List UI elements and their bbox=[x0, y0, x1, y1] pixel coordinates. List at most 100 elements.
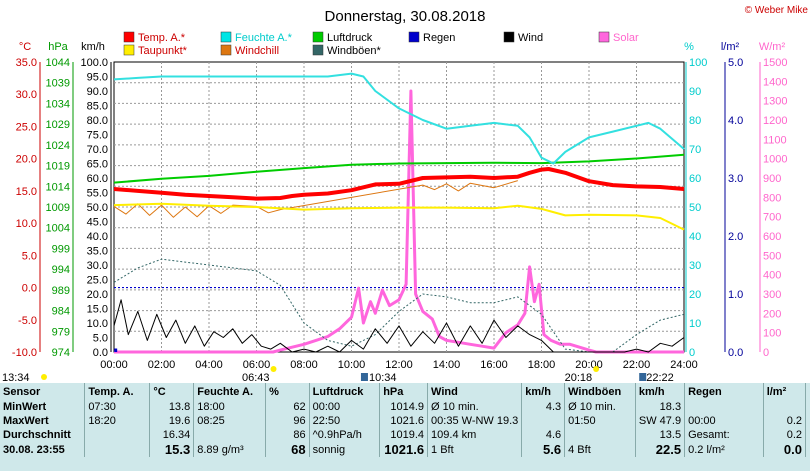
stats-cell bbox=[193, 428, 267, 442]
stats-cell bbox=[521, 414, 566, 428]
series-line bbox=[113, 202, 685, 231]
legend-swatch bbox=[503, 31, 515, 43]
legend-swatch bbox=[123, 44, 135, 56]
y-tick-wind: 25.0 bbox=[87, 275, 108, 287]
stats-cell: ^0.9hPa/h bbox=[309, 428, 381, 442]
y-tick-temp: -10.0 bbox=[12, 347, 37, 359]
stats-header-cell: l/m² bbox=[763, 383, 807, 400]
y-tick-solar: 100 bbox=[763, 328, 781, 340]
stats-body: MinWert 07:30 13.8 18:00 62 00:00 1014.9 Ø 10 m… bbox=[0, 400, 807, 457]
legend-swatch bbox=[220, 44, 232, 56]
y-tick-solar: 0 bbox=[763, 347, 769, 359]
x-tick-label: 24:00 bbox=[670, 359, 698, 371]
pressure-unit-label: hPa bbox=[48, 41, 68, 53]
stats-cell: 07:30 bbox=[84, 400, 151, 414]
stats-cell bbox=[684, 400, 764, 414]
solar-unit-label: W/m² bbox=[759, 41, 786, 53]
copyright-label: © Weber Mike bbox=[745, 5, 809, 16]
stats-cell: 15.3 bbox=[149, 442, 195, 457]
chart-legend: Temp. A.* Feuchte A.* Luftdruck Regen Wind So… bbox=[123, 31, 639, 57]
y-tick-solar: 300 bbox=[763, 289, 781, 301]
y-tick-humidity: 70 bbox=[689, 144, 701, 156]
stats-cell: 1019.4 bbox=[379, 428, 429, 442]
y-tick-wind: 70.0 bbox=[87, 144, 108, 156]
x-tick-label: 00:00 bbox=[100, 359, 128, 371]
stats-cell: Gesamt: bbox=[684, 428, 764, 442]
stats-cell: 13.5 bbox=[635, 428, 686, 442]
y-tick-solar: 200 bbox=[763, 308, 781, 320]
legend-swatch bbox=[123, 31, 135, 43]
stats-cell: 1 Bft bbox=[427, 442, 523, 457]
legend-swatch bbox=[408, 31, 420, 43]
stats-cell: 13.8 bbox=[149, 400, 195, 414]
y-tick-humidity: 40 bbox=[689, 231, 701, 243]
y-tick-humidity: 0 bbox=[689, 347, 695, 359]
x-tick-label: 08:00 bbox=[290, 359, 318, 371]
y-tick-humidity: 30 bbox=[689, 260, 701, 272]
y-tick-solar: 900 bbox=[763, 173, 781, 185]
stats-table: Sensor Temp. A. °C Feuchte A.% Luftdruck hPa W… bbox=[0, 383, 807, 457]
sunset-icon bbox=[593, 366, 600, 372]
stats-header-cell: Temp. A. bbox=[84, 383, 151, 400]
stats-cell: 96 bbox=[265, 414, 310, 428]
stats-cell: Ø 10 min. bbox=[427, 400, 523, 414]
stats-cell: Ø 10 min. bbox=[564, 400, 636, 414]
legend-label: Solar bbox=[613, 32, 639, 44]
stats-row: Durchschnitt 16.34 86 ^0.9hPa/h 1019.4 109.4 … bbox=[0, 428, 807, 442]
y-tick-temp: 0.0 bbox=[22, 283, 37, 295]
y-tick-wind: 0.0 bbox=[93, 347, 108, 359]
stats-header-cell: Windböen bbox=[564, 383, 636, 400]
y-tick-solar: 1300 bbox=[763, 96, 787, 108]
stats-cell bbox=[84, 428, 151, 442]
y-tick-temp: 15.0 bbox=[16, 186, 37, 198]
y-tick-humidity: 10 bbox=[689, 318, 701, 330]
stats-cell: 18.3 bbox=[635, 400, 686, 414]
x-tick-label: 18:00 bbox=[528, 359, 556, 371]
stats-row-label: MaxWert bbox=[0, 414, 86, 428]
stats-row-label: 30.08. 23:55 bbox=[0, 442, 86, 457]
y-tick-solar: 1100 bbox=[763, 134, 787, 146]
stats-cell: 18:20 bbox=[84, 414, 151, 428]
y-tick-solar: 600 bbox=[763, 231, 781, 243]
y-tick-humidity: 60 bbox=[689, 173, 701, 185]
stats-row-label: MinWert bbox=[0, 400, 86, 414]
y-tick-pressure: 1014 bbox=[46, 181, 70, 193]
stats-header-cell: km/h bbox=[521, 383, 566, 400]
y-tick-wind: 50.0 bbox=[87, 202, 108, 214]
y-tick-pressure: 974 bbox=[52, 347, 70, 359]
stats-cell: 68 bbox=[265, 442, 310, 457]
y-tick-rain: 2.0 bbox=[728, 231, 743, 243]
stats-header-cell: Wind bbox=[427, 383, 523, 400]
stats-cell: 08:25 bbox=[193, 414, 267, 428]
humidity-unit-label: % bbox=[684, 41, 694, 53]
series-line bbox=[113, 153, 685, 184]
stats-cell bbox=[564, 428, 636, 442]
stats-cell: 0.2 bbox=[763, 414, 807, 428]
y-tick-wind: 10.0 bbox=[87, 318, 108, 330]
y-tick-wind: 45.0 bbox=[87, 217, 108, 229]
y-tick-solar: 700 bbox=[763, 212, 781, 224]
stats-header-cell: Luftdruck bbox=[309, 383, 381, 400]
legend-swatch bbox=[312, 44, 324, 56]
stats-cell: sonnig bbox=[309, 442, 381, 457]
y-tick-temp: 30.0 bbox=[16, 89, 37, 101]
y-tick-wind: 80.0 bbox=[87, 115, 108, 127]
y-tick-pressure: 994 bbox=[52, 264, 70, 276]
y-tick-temp: 5.0 bbox=[22, 250, 37, 262]
y-tick-pressure: 1034 bbox=[46, 98, 70, 110]
moonset-time: 13:34 bbox=[2, 372, 30, 384]
stats-row: MinWert 07:30 13.8 18:00 62 00:00 1014.9 Ø 10 m… bbox=[0, 400, 807, 414]
y-tick-wind: 55.0 bbox=[87, 188, 108, 200]
stats-cell bbox=[84, 442, 151, 457]
y-tick-solar: 500 bbox=[763, 250, 781, 262]
y-tick-temp: 10.0 bbox=[16, 218, 37, 230]
y-tick-wind: 75.0 bbox=[87, 130, 108, 142]
stats-header-cell: Sensor bbox=[0, 383, 86, 400]
stats-row-label: Durchschnitt bbox=[0, 428, 86, 442]
x-tick-label: 22:00 bbox=[623, 359, 651, 371]
legend-label: Regen bbox=[423, 32, 455, 44]
stats-cell: 0.2 bbox=[763, 428, 807, 442]
y-tick-wind: 30.0 bbox=[87, 260, 108, 272]
legend-swatch bbox=[220, 31, 232, 43]
series-line bbox=[113, 180, 518, 218]
